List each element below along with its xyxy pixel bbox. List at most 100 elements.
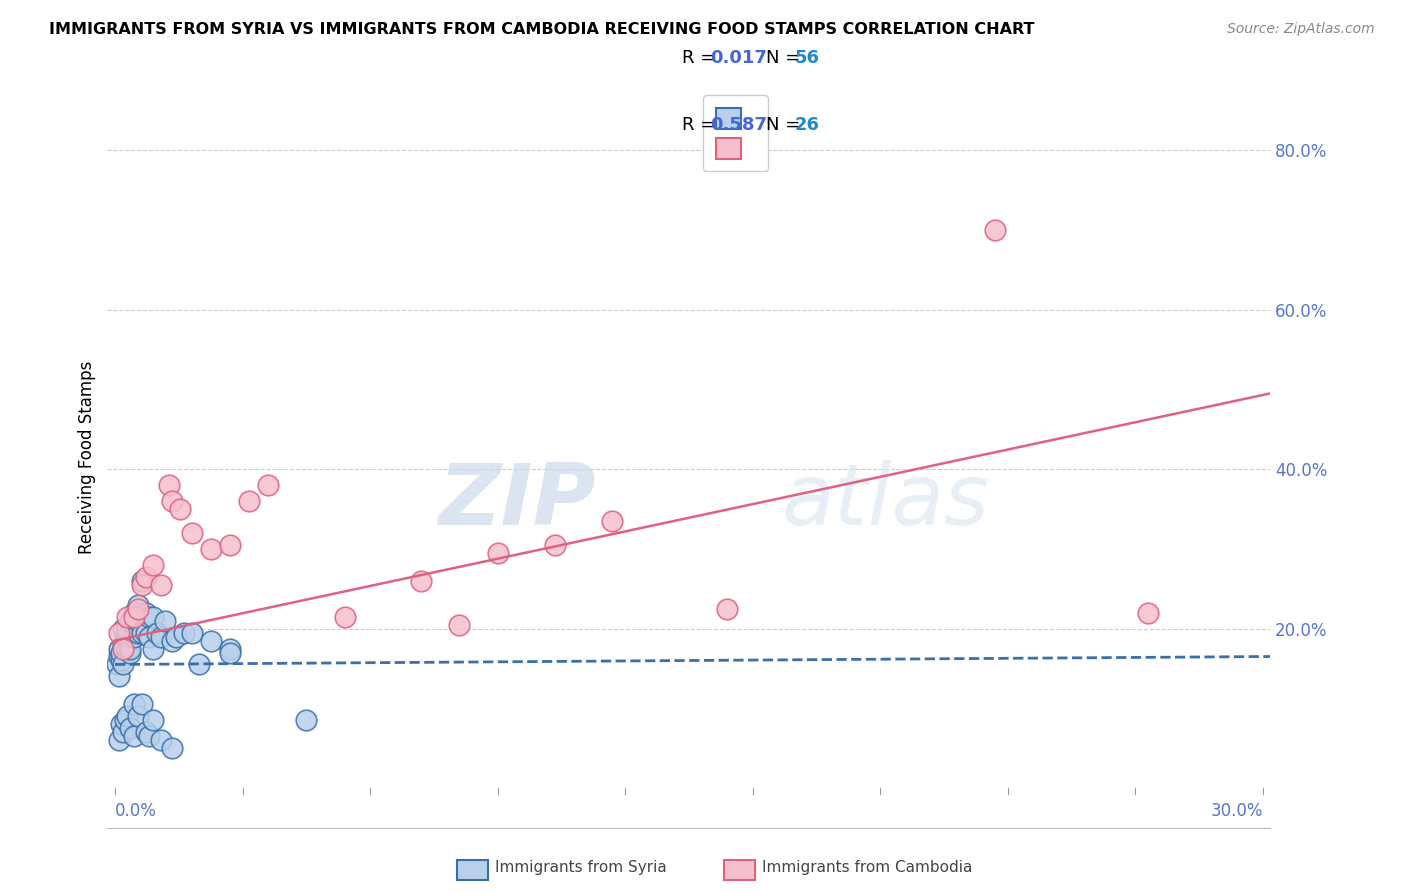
Point: [153, 614, 176, 628]
Text: 26: 26: [794, 116, 820, 134]
Point: [200, 541, 222, 556]
Text: Source: ZipAtlas.com: Source: ZipAtlas.com: [1227, 22, 1375, 37]
Point: [157, 478, 180, 492]
Text: IMMIGRANTS FROM SYRIA VS IMMIGRANTS FROM CAMBODIA RECEIVING FOOD STAMPS CORRELAT: IMMIGRANTS FROM SYRIA VS IMMIGRANTS FROM…: [49, 22, 1035, 37]
Text: N =: N =: [766, 49, 806, 67]
Point: [127, 625, 149, 640]
Point: [120, 646, 142, 660]
Point: [105, 657, 128, 672]
Point: [108, 641, 131, 656]
Point: [218, 538, 240, 552]
Point: [544, 538, 567, 552]
Point: [127, 709, 149, 723]
Point: [218, 646, 240, 660]
Point: [131, 698, 153, 712]
Text: 56: 56: [794, 49, 820, 67]
Point: [449, 617, 471, 632]
Point: [257, 478, 280, 492]
Point: [142, 558, 165, 572]
Point: [142, 641, 165, 656]
Point: [115, 622, 138, 636]
Point: [162, 741, 184, 756]
Point: [120, 641, 142, 656]
Text: 0.017: 0.017: [710, 49, 766, 67]
Text: N =: N =: [766, 116, 806, 134]
Point: [984, 223, 1007, 237]
Point: [127, 598, 149, 612]
Y-axis label: Receiving Food Stamps: Receiving Food Stamps: [79, 360, 96, 554]
Text: R =: R =: [682, 49, 721, 67]
Point: [409, 574, 432, 588]
Point: [142, 609, 165, 624]
Text: Immigrants from Cambodia: Immigrants from Cambodia: [762, 860, 973, 874]
Point: [122, 609, 145, 624]
Point: [138, 729, 160, 743]
Point: [218, 641, 240, 656]
Point: [135, 725, 157, 739]
Point: [165, 630, 187, 644]
Point: [115, 630, 138, 644]
Point: [1136, 606, 1159, 620]
Point: [149, 630, 172, 644]
Point: [146, 625, 169, 640]
Point: [115, 609, 138, 624]
Point: [135, 570, 157, 584]
Point: [110, 653, 132, 667]
Point: [111, 622, 134, 636]
Point: [149, 578, 172, 592]
Point: [131, 625, 153, 640]
Point: [131, 578, 153, 592]
Text: atlas: atlas: [782, 460, 990, 543]
Point: [110, 646, 132, 660]
Point: [162, 633, 184, 648]
Point: [111, 641, 134, 656]
Point: [169, 502, 191, 516]
Point: [127, 614, 149, 628]
Point: [114, 714, 136, 728]
Point: [108, 625, 131, 640]
Point: [149, 733, 172, 747]
Point: [238, 494, 260, 508]
Point: [333, 609, 356, 624]
Point: [122, 606, 145, 620]
Text: 0.0%: 0.0%: [115, 803, 157, 821]
Point: [122, 698, 145, 712]
Point: [122, 729, 145, 743]
Point: [162, 494, 184, 508]
Point: [122, 630, 145, 644]
Point: [108, 649, 131, 664]
Point: [111, 657, 134, 672]
Text: 30.0%: 30.0%: [1211, 803, 1263, 821]
Point: [127, 601, 149, 615]
Point: [115, 641, 138, 656]
Point: [138, 609, 160, 624]
Point: [111, 725, 134, 739]
Point: [115, 709, 138, 723]
Text: Immigrants from Syria: Immigrants from Syria: [495, 860, 666, 874]
Point: [120, 614, 142, 628]
Text: ZIP: ZIP: [439, 460, 596, 543]
Point: [295, 714, 318, 728]
Point: [716, 601, 738, 615]
Text: R =: R =: [682, 116, 721, 134]
Point: [110, 717, 132, 731]
Legend: , : ,: [703, 95, 768, 171]
Point: [108, 669, 131, 683]
Point: [486, 546, 509, 560]
Point: [135, 606, 157, 620]
Point: [131, 574, 153, 588]
Point: [142, 714, 165, 728]
Point: [138, 630, 160, 644]
Point: [180, 525, 202, 540]
Point: [188, 657, 211, 672]
Point: [108, 733, 131, 747]
Point: [111, 638, 134, 652]
Text: 0.587: 0.587: [710, 116, 768, 134]
Point: [180, 625, 202, 640]
Point: [200, 633, 222, 648]
Point: [135, 625, 157, 640]
Point: [173, 625, 195, 640]
Point: [114, 630, 136, 644]
Point: [602, 514, 624, 528]
Point: [120, 721, 142, 735]
